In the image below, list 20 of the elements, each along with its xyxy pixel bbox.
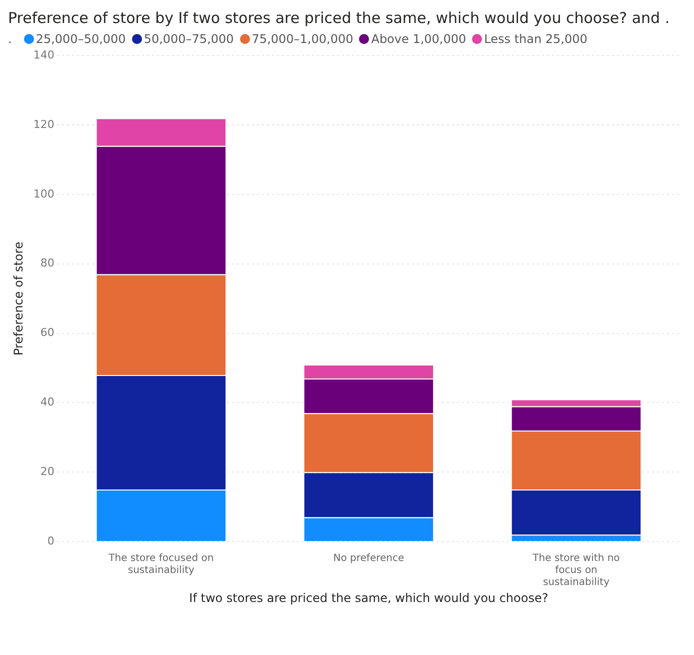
x-axis-title: If two stores are priced the same, which would you choose? [189,590,548,605]
x-tick-label: No preference [333,553,404,564]
y-tick-label: 80 [40,256,54,270]
legend-title: . [8,32,12,46]
y-tick-label: 0 [47,534,54,548]
x-tick-label: The store with no focus on sustainability [532,553,620,588]
y-tick-label: 100 [33,187,54,200]
legend-label: 75,000–1,00,000 [252,32,354,46]
y-tick-label: 140 [33,48,54,62]
x-tick-label: The store focused on sustainability [108,553,214,576]
y-tick-label: 20 [40,465,54,478]
legend-label: 50,000–75,000 [144,32,234,46]
legend-label: 25,000–50,000 [36,32,126,46]
legend-label: Less than 25,000 [484,32,588,46]
y-tick-label: 60 [40,326,54,340]
y-tick-label: 120 [33,118,54,131]
legend-label: Above 1,00,000 [371,32,466,46]
y-tick-label: 40 [40,396,54,409]
chart-title: Preference of store by If two stores are priced the same, which would you choose? and . [8,8,671,28]
y-axis-title: Preference of store [11,242,26,356]
